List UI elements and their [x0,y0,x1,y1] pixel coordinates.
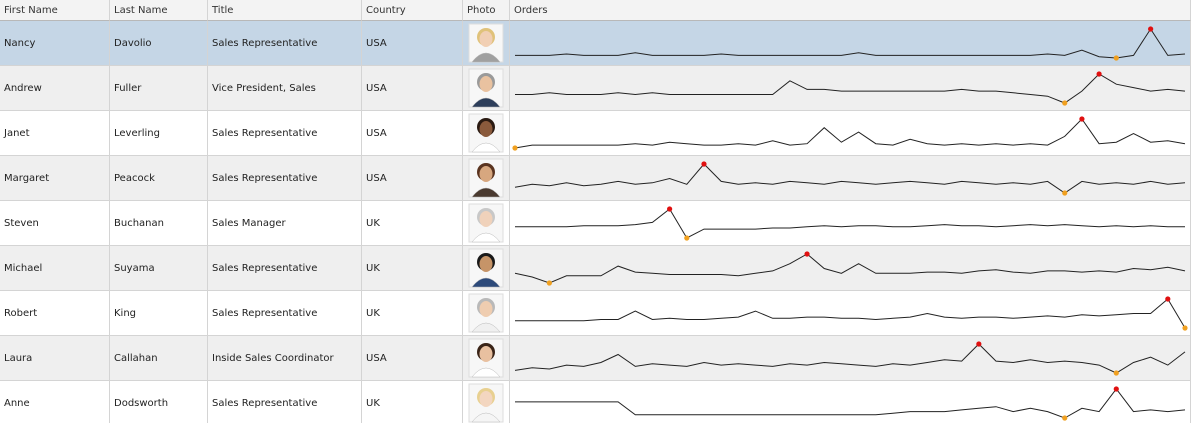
sparkline [515,74,1185,103]
sparkline-min-marker [1062,190,1067,195]
sparkline [515,119,1185,148]
photo-face [480,31,493,47]
sparkline-max-marker [1148,26,1153,31]
photo-face [480,211,493,227]
sparkline [515,299,1185,328]
sparkline-min-marker [1114,55,1119,60]
sparkline-max-marker [667,206,672,211]
photo-face [480,391,493,407]
sparkline-min-marker [512,145,517,150]
sparkline-max-marker [1165,296,1170,301]
photo-face [480,301,493,317]
sparkline [515,344,1185,373]
sparkline [515,209,1185,238]
sparkline-min-marker [1062,415,1067,420]
sparkline-max-marker [1114,386,1119,391]
sparkline-max-marker [1079,116,1084,121]
sparkline [515,164,1185,193]
sparkline [515,29,1185,58]
sparkline-min-marker [547,280,552,285]
photo-face [480,76,493,92]
sparkline [515,254,1185,283]
sparkline-max-marker [1097,71,1102,76]
sparkline-min-marker [1182,325,1187,330]
sparkline-min-marker [1114,370,1119,375]
photo-face [480,166,493,182]
photo-face [480,256,493,272]
sparkline-min-marker [1062,100,1067,105]
photo-face [480,346,493,362]
sparkline-max-marker [804,251,809,256]
sparkline-min-marker [684,235,689,240]
sparkline-layer [0,0,1191,423]
sparkline-max-marker [976,341,981,346]
photo-face [480,121,493,137]
sparkline [515,389,1185,418]
sparkline-max-marker [701,161,706,166]
data-grid: First NameLast NameTitleCountryPhotoOrde… [0,0,1191,423]
